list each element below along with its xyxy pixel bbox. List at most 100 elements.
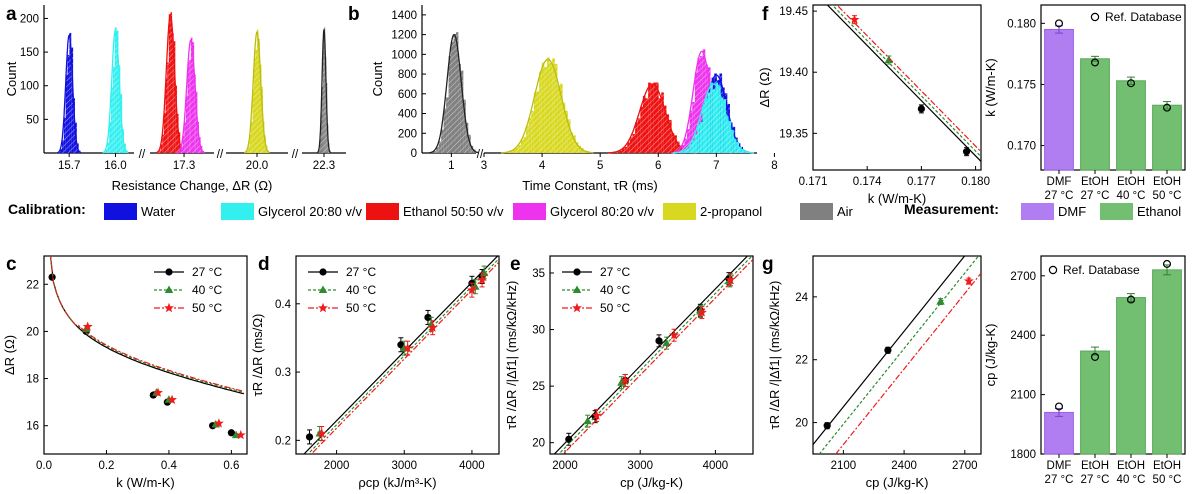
panel-b-ytick-label: 1000	[391, 49, 417, 61]
panel-b-glycerol-20-80-v-v-histogram-hatch	[725, 116, 729, 153]
panel-f-plot-frame	[812, 4, 982, 171]
panel-b-2-propanol-histogram-hatch	[552, 58, 555, 153]
panel-f-bar-category-sublabel: 27 °C	[1081, 190, 1110, 202]
panel-b-air-histogram-hatch	[470, 145, 474, 153]
panel-b-air-gaussian-fit	[429, 33, 479, 154]
panel-c-legend-label-50-c: 50 °C	[192, 301, 222, 315]
panel-d-x-axis-label: ρcp (kJ/m³-K)	[358, 475, 436, 490]
panel-f-point-27-c	[917, 105, 925, 113]
panel-b-ethanol-50-50-v-v-histogram-hatch	[655, 82, 659, 153]
panel-c-legend-marker-27-c	[165, 268, 173, 276]
legend-swatch-ethanol-50-50-v-v	[366, 203, 399, 220]
panel-a-ethanol-50-50-v-v-histogram-hatch	[168, 14, 171, 154]
panel-b-2-propanol-histogram-hatch	[536, 91, 540, 153]
panel-g-bar-ytick-label: 2100	[1010, 390, 1036, 402]
panel-b-glycerol-80-20-v-v-histogram-hatch	[687, 129, 690, 153]
panel-b-glycerol-20-80-v-v-histogram-hatch	[731, 129, 734, 153]
panel-d-legend-label-50-c: 50 °C	[346, 301, 376, 315]
panel-g-bar-y-axis-label: cp (J/kg-K)	[983, 324, 998, 387]
panel-f-bar-category-label: EtOH	[1153, 176, 1181, 188]
panel-b-glycerol-20-80-v-v-histogram-hatch	[697, 124, 700, 153]
panel-b-glycerol-20-80-v-v-histogram-hatch	[689, 144, 692, 153]
panel-c-xtick-label: 0.0	[36, 460, 52, 472]
legend-swatch-2-propanol	[663, 203, 696, 220]
panel-f-xtick-label: 0.177	[907, 176, 936, 188]
panel-g-chart: 2100 2400 2700 20 22 24 τR /ΔR /|Δf1| (ms/kΩ/k…	[767, 255, 982, 490]
panel-label-e: e	[510, 254, 521, 275]
panel-a-glycerol-80-20-v-v-histogram-hatch	[192, 42, 195, 153]
panel-a-water-histogram-hatch	[60, 149, 62, 153]
panel-a-glycerol-80-20-v-v-histogram-hatch	[197, 121, 200, 153]
panel-a-glycerol-80-20-v-v-histogram-hatch	[194, 74, 196, 153]
panel-f-fit-line-27-c	[826, 5, 981, 162]
panel-e-point-50-c	[669, 330, 679, 340]
legend-label-glycerol-80-20-v-v: Glycerol 80:20 v/v	[550, 204, 655, 219]
panel-a-2-propanol-histogram-hatch	[259, 64, 262, 153]
panel-b-xtick-label: 5	[597, 160, 603, 172]
panel-g-bar-bar	[1152, 269, 1182, 455]
legend-swatch-dmf	[1021, 203, 1054, 220]
panel-b-glycerol-20-80-v-v-histogram-hatch	[710, 82, 713, 153]
panel-c-xtick-label: 0.4	[161, 460, 178, 472]
panel-f-bar-reference-point	[1162, 103, 1171, 112]
panel-a-2-propanol-gaussian-fit	[243, 30, 270, 154]
panel-a-ethanol-50-50-v-v-histogram-hatch	[175, 85, 177, 153]
panel-b-glycerol-20-80-v-v-histogram-hatch	[684, 149, 687, 153]
panel-b-ytick-label: 1400	[391, 10, 417, 22]
panel-a-ethanol-50-50-v-v-histogram-hatch	[165, 78, 168, 153]
panel-c-ytick-label: 20	[26, 326, 39, 338]
panel-d-xtick-label: 4000	[459, 460, 485, 472]
panel-e-ytick-label: 25	[532, 381, 545, 393]
panel-b-glycerol-80-20-v-v-histogram-hatch	[684, 138, 688, 153]
panel-d-point-50-c	[402, 343, 413, 353]
panel-b-air-histogram-hatch	[443, 108, 447, 153]
panel-g-bar-legend-marker	[1048, 265, 1058, 275]
panel-b-ethanol-50-50-v-v-histogram-hatch	[676, 141, 680, 153]
panel-b-2-propanol-histogram-hatch	[575, 142, 579, 153]
panel-a-air-gaussian-fit	[316, 28, 332, 154]
panel-e-point-50-c	[591, 410, 602, 420]
panel-b-ytick-label: 400	[398, 109, 417, 121]
panel-b-ethanol-50-50-v-v-histogram-hatch	[637, 118, 641, 153]
panel-b-ethanol-50-50-v-v-histogram-hatch	[645, 98, 649, 153]
panel-e-legend-marker-40-c	[572, 285, 582, 293]
panel-b-air-histogram-hatch	[468, 134, 471, 153]
panel-b-2-propanol-histogram-hatch	[520, 139, 524, 153]
panel-a-glycerol-20-80-v-v-histogram-hatch	[112, 66, 115, 153]
panel-f-bar-ytick-label: 0.180	[1007, 18, 1036, 30]
panel-a-ethanol-50-50-v-v-gaussian-fit	[155, 13, 185, 154]
panel-e-chart: 2000 3000 4000 20 25 30 35 27 °C 40 °C 50 °C τR /Δ…	[504, 255, 754, 490]
panel-b-glycerol-20-80-v-v-histogram-hatch	[728, 121, 732, 153]
panel-b-ethanol-50-50-v-v-histogram-hatch	[669, 120, 672, 153]
panel-a-water-histogram-hatch	[58, 152, 61, 153]
panel-a-glycerol-20-80-v-v-histogram-hatch	[114, 27, 117, 154]
panel-b-ytick-label: 200	[398, 128, 417, 140]
panel-c-ytick-label: 18	[26, 374, 39, 386]
panel-a-water-histogram-hatch	[71, 47, 74, 153]
panel-b-2-propanol-histogram-hatch	[523, 136, 527, 153]
panel-c-point-50-c	[235, 429, 246, 440]
panel-b-2-propanol-histogram-hatch	[515, 147, 519, 153]
panel-g-bar-category-label: DMF	[1047, 460, 1072, 472]
panel-g-plot-frame	[812, 255, 982, 455]
panel-g-fit-line-50-c	[834, 272, 981, 454]
panel-c-point-50-c	[153, 387, 163, 397]
panel-e-y-axis-label: τR /ΔR /|Δf1| (ms/kΩ/kHz)	[504, 281, 519, 430]
panel-b-ethanol-50-50-v-v-histogram-hatch	[632, 133, 636, 153]
panel-b-air-histogram-hatch	[455, 32, 459, 154]
panel-g-bar-bar	[1116, 297, 1146, 455]
measurement-legend: Measurement: DMF Ethanol	[904, 201, 1181, 220]
panel-g-fit-line-40-c	[818, 256, 980, 454]
panel-g-bar-plot-frame	[1040, 255, 1186, 455]
panel-g-xtick-label: 2100	[831, 460, 857, 472]
panel-b-2-propanol-histogram-hatch	[554, 63, 558, 153]
panel-g-bar-legend-label: Ref. Database	[1063, 263, 1140, 277]
panel-g-bar-reference-point	[1090, 352, 1099, 361]
panel-d-point-50-c	[477, 274, 487, 285]
panel-c-point-40-c	[231, 430, 241, 439]
panel-a-axis-break-mark: //	[292, 149, 299, 161]
panel-b-air-histogram-hatch	[458, 63, 461, 153]
panel-g-xtick-label: 2400	[891, 460, 917, 472]
panel-f-ytick-label: 19.45	[779, 6, 808, 18]
panel-d-ytick-label: 0.2	[275, 435, 291, 447]
